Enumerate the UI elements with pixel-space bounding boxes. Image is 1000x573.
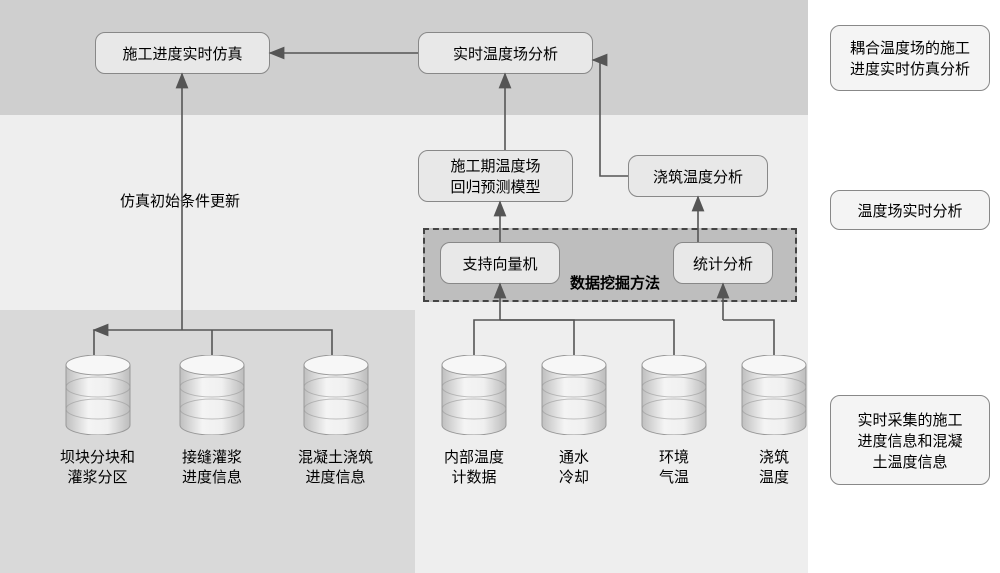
edge-label: 仿真初始条件更新 — [120, 190, 240, 211]
database-db1: 坝块分块和灌浆分区 — [60, 355, 135, 487]
database-icon — [64, 355, 132, 440]
node-n-sim: 施工进度实时仿真 — [95, 32, 270, 74]
database-db3: 混凝土浇筑进度信息 — [298, 355, 373, 487]
database-label: 混凝土浇筑进度信息 — [298, 448, 373, 487]
database-label: 环境气温 — [659, 448, 689, 487]
node-n-pour-anal: 浇筑温度分析 — [628, 155, 768, 197]
section-label-lab2: 温度场实时分析 — [830, 190, 990, 230]
node-n-stat: 统计分析 — [673, 242, 773, 284]
section-label-lab3: 实时采集的施工进度信息和混凝土温度信息 — [830, 395, 990, 485]
database-icon — [178, 355, 246, 440]
database-label: 坝块分块和灌浆分区 — [60, 448, 135, 487]
database-db2: 接缝灌浆进度信息 — [178, 355, 246, 487]
node-n-analysis: 实时温度场分析 — [418, 32, 593, 74]
database-icon — [640, 355, 708, 440]
database-icon — [440, 355, 508, 440]
database-label: 浇筑温度 — [759, 448, 789, 487]
node-n-regress: 施工期温度场回归预测模型 — [418, 150, 573, 202]
database-icon — [302, 355, 370, 440]
database-db5: 通水冷却 — [540, 355, 608, 487]
database-icon — [740, 355, 808, 440]
database-db6: 环境气温 — [640, 355, 708, 487]
database-label: 接缝灌浆进度信息 — [182, 448, 242, 487]
node-n-svm: 支持向量机 — [440, 242, 560, 284]
section-label-lab1: 耦合温度场的施工进度实时仿真分析 — [830, 25, 990, 91]
database-db4: 内部温度计数据 — [440, 355, 508, 487]
database-db7: 浇筑温度 — [740, 355, 808, 487]
mining-methods-label: 数据挖掘方法 — [570, 272, 660, 293]
database-icon — [540, 355, 608, 440]
database-label: 内部温度计数据 — [444, 448, 504, 487]
database-label: 通水冷却 — [559, 448, 589, 487]
